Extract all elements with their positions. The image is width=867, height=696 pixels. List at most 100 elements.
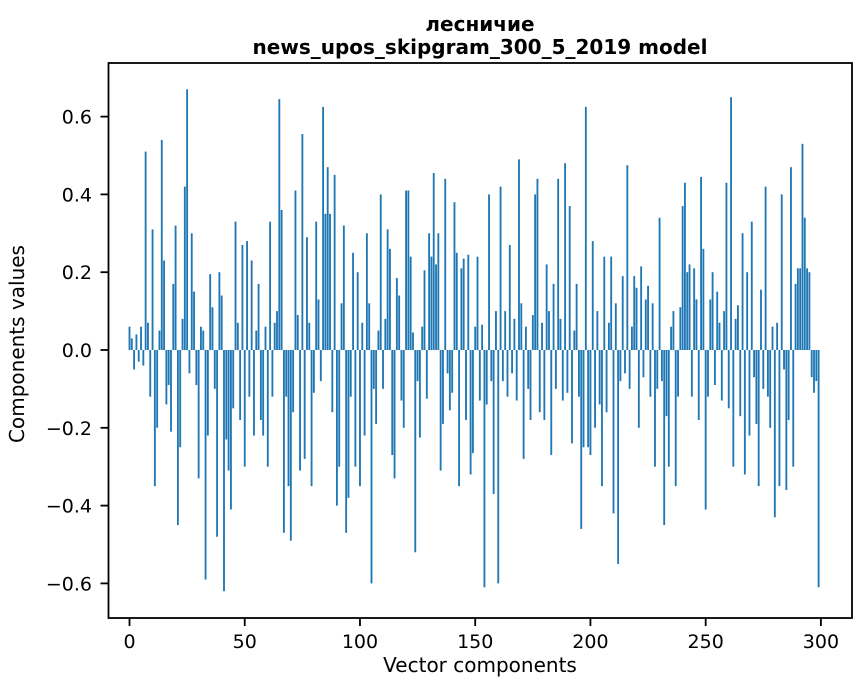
bar <box>455 252 458 350</box>
bar <box>446 350 449 374</box>
bar <box>149 350 152 397</box>
bar <box>716 291 719 350</box>
bar <box>760 289 762 350</box>
bar <box>467 254 470 350</box>
bar <box>780 194 783 350</box>
bar <box>723 311 726 350</box>
bar <box>762 350 765 389</box>
bar <box>506 350 509 397</box>
bar <box>548 311 550 350</box>
bar <box>497 350 500 584</box>
bar <box>522 350 525 459</box>
bar <box>679 307 682 350</box>
bar <box>460 268 463 350</box>
bar <box>518 159 520 350</box>
bar <box>170 350 172 432</box>
bar <box>557 178 560 350</box>
bar <box>730 97 732 351</box>
bar <box>644 299 647 350</box>
bar <box>377 330 380 350</box>
bar <box>285 350 288 397</box>
bar <box>458 350 460 487</box>
bar <box>688 264 691 350</box>
bar <box>755 350 758 424</box>
bar <box>603 256 606 350</box>
bar <box>278 99 281 350</box>
bar <box>407 190 410 350</box>
bar <box>545 264 548 350</box>
bar <box>271 350 274 397</box>
bar <box>204 350 207 580</box>
bar <box>186 89 189 351</box>
bar <box>163 260 165 350</box>
bar <box>391 350 394 456</box>
bar <box>167 350 170 386</box>
bar <box>750 221 753 350</box>
bar <box>677 350 679 397</box>
bar <box>448 350 451 411</box>
x-tick-label: 200 <box>572 631 608 653</box>
plot-area <box>107 62 853 619</box>
bar <box>594 350 596 428</box>
bar <box>501 350 504 382</box>
bar <box>665 350 668 417</box>
bar <box>504 311 507 350</box>
bar <box>624 350 626 374</box>
bar <box>361 322 364 350</box>
bar <box>794 283 797 350</box>
bar <box>582 350 585 448</box>
bar <box>324 213 327 350</box>
bar <box>783 350 785 370</box>
bar <box>743 350 746 475</box>
tick-labels-group: 0 50 100 150 200 250 300 0.6 0.4 0.2 0.0 −0.2 −0.4 −0… <box>46 107 839 653</box>
bar <box>372 350 375 389</box>
bar <box>660 350 663 382</box>
bar <box>229 350 232 510</box>
y-tick-label: 0.6 <box>62 107 92 129</box>
bar <box>711 272 714 350</box>
x-tick-label: 250 <box>688 631 724 653</box>
bar <box>409 256 412 350</box>
bar <box>785 350 788 491</box>
bar <box>801 143 804 350</box>
bar <box>264 326 267 350</box>
bar <box>331 350 334 413</box>
bar <box>243 350 246 467</box>
bar <box>543 350 546 421</box>
bar <box>142 350 145 366</box>
bar <box>589 350 592 456</box>
bar <box>681 206 684 350</box>
bar <box>580 350 583 529</box>
y-tick-label: 0.2 <box>62 262 92 284</box>
bar <box>405 190 407 350</box>
bar <box>771 326 774 350</box>
ticks-group <box>100 115 822 626</box>
bar <box>349 350 352 397</box>
bar <box>658 217 661 350</box>
bar <box>359 350 361 487</box>
bar <box>248 350 251 397</box>
bar <box>319 350 322 382</box>
bar <box>255 330 258 350</box>
bar <box>188 350 191 374</box>
bar <box>333 174 336 350</box>
y-tick-label: 0.4 <box>62 184 92 206</box>
bar <box>476 256 479 350</box>
bar <box>151 229 154 350</box>
bar <box>156 350 159 428</box>
bar <box>250 260 253 350</box>
bar <box>663 350 666 526</box>
bar <box>718 322 721 350</box>
bar <box>485 350 488 405</box>
bar <box>257 283 260 350</box>
bar <box>769 350 772 428</box>
bar <box>306 237 308 350</box>
bar <box>135 334 138 350</box>
y-tick-label: −0.6 <box>46 573 92 595</box>
bar <box>354 350 357 467</box>
bar <box>225 350 228 440</box>
bar <box>792 350 795 467</box>
bar <box>704 350 707 510</box>
bar <box>746 272 749 350</box>
bar <box>336 350 338 506</box>
